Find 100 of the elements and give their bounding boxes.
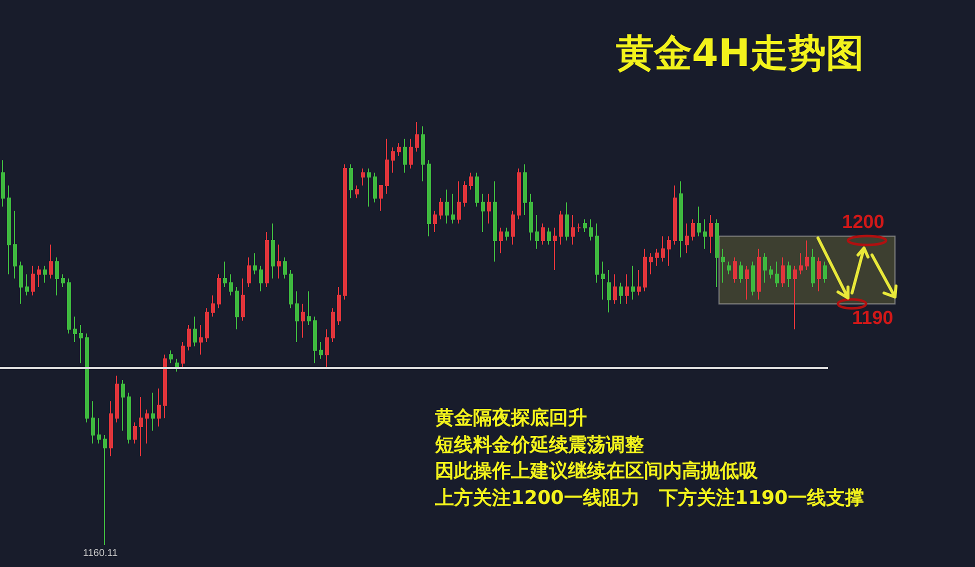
candlestick: [667, 236, 671, 266]
candlestick: [625, 274, 629, 304]
candlestick: [631, 265, 635, 300]
candlestick: [223, 261, 227, 288]
candlestick: [49, 244, 53, 280]
candlestick: [13, 210, 17, 280]
candlestick: [367, 168, 371, 208]
candlestick: [265, 231, 269, 288]
candlestick: [787, 261, 791, 288]
candlestick: [55, 256, 59, 296]
candlestick: [313, 316, 317, 364]
candlestick: [355, 184, 359, 199]
candlestick: [763, 252, 767, 284]
candlestick: [253, 252, 257, 275]
candlestick: [661, 236, 665, 262]
candlestick: [589, 218, 593, 241]
candlestick: [709, 214, 713, 254]
candlestick: [463, 180, 467, 208]
candlestick: [205, 308, 209, 342]
candlestick: [31, 265, 35, 296]
candlestick: [487, 193, 491, 224]
candlestick: [301, 303, 305, 338]
annotation: 因此操作上建议继续在区间内高抛低吸: [435, 460, 758, 482]
candlestick: [577, 223, 581, 232]
candlestick: [427, 160, 431, 237]
candlestick: [43, 265, 47, 284]
candlestick: [673, 184, 677, 246]
candlestick: [7, 184, 11, 275]
candlestick: [733, 256, 737, 284]
candlestick: [523, 164, 527, 216]
candlestick: [613, 274, 617, 304]
candlestick: [73, 316, 77, 342]
candlestick: [739, 261, 743, 284]
candlestick: [691, 218, 695, 241]
candlestick: [121, 380, 125, 432]
candlestick: [19, 261, 23, 304]
candlestick: [445, 189, 449, 224]
candlestick: [823, 261, 827, 284]
annotation: 黄金隔夜探底回升: [435, 407, 587, 429]
candlestick: [721, 248, 725, 284]
candlestick: [295, 290, 299, 342]
candlestick: [289, 270, 293, 309]
annotation: 1160.11: [83, 548, 118, 559]
candlestick: [403, 138, 407, 174]
candlestick: [649, 252, 653, 275]
candlestick: [805, 240, 809, 271]
candlestick: [181, 341, 185, 368]
candlestick: [553, 227, 557, 271]
candlestick: [103, 434, 107, 546]
candlestick: [373, 172, 377, 203]
candlestick: [175, 358, 179, 372]
chart-title: 黄金4H走势图: [614, 30, 866, 77]
annotation: 短线料金价延续震荡调整: [435, 434, 644, 456]
candlestick: [469, 172, 473, 190]
candlestick: [163, 354, 167, 419]
candlestick: [361, 168, 365, 186]
candlestick: [541, 223, 545, 246]
candlestick: [715, 218, 719, 288]
candlestick: [535, 214, 539, 250]
candlestick: [619, 282, 623, 304]
candlestick: [433, 210, 437, 232]
candlestick: [397, 142, 401, 156]
candlestick: [193, 316, 197, 347]
candlestick: [781, 256, 785, 288]
candlestick: [793, 265, 797, 330]
candlestick: [139, 396, 143, 457]
candlestick: [271, 223, 275, 280]
candlestick: [499, 227, 503, 254]
candlestick: [91, 400, 95, 444]
candlestick: [133, 422, 137, 444]
candlestick: [145, 409, 149, 444]
candlestick: [637, 270, 641, 296]
candlestick: [97, 418, 101, 444]
candlestick: [307, 290, 311, 326]
candlestick: [1, 160, 5, 208]
candlestick: [745, 265, 749, 300]
candlestick: [127, 392, 131, 444]
candlestick: [685, 223, 689, 254]
candlestick: [169, 350, 173, 364]
candlestick: [415, 122, 419, 152]
candlestick: [37, 265, 41, 288]
candlestick: [25, 274, 29, 296]
candlestick: [217, 274, 221, 309]
candlestick: [199, 324, 203, 356]
candlestick: [319, 341, 323, 360]
candlestick: [817, 256, 821, 292]
candlestick: [511, 210, 515, 246]
candlestick: [751, 261, 755, 296]
annotation: 1190: [852, 308, 894, 330]
candlestick: [811, 248, 815, 288]
candlestick: [607, 270, 611, 313]
candlestick: [421, 126, 425, 182]
annotation: 1200: [842, 212, 884, 234]
candlestick: [211, 294, 215, 318]
candlestick: [109, 400, 113, 457]
candlestick: [61, 274, 65, 288]
candlestick: [757, 248, 761, 300]
candlestick: [331, 308, 335, 342]
candlestick: [547, 227, 551, 246]
candlestick: [775, 261, 779, 288]
